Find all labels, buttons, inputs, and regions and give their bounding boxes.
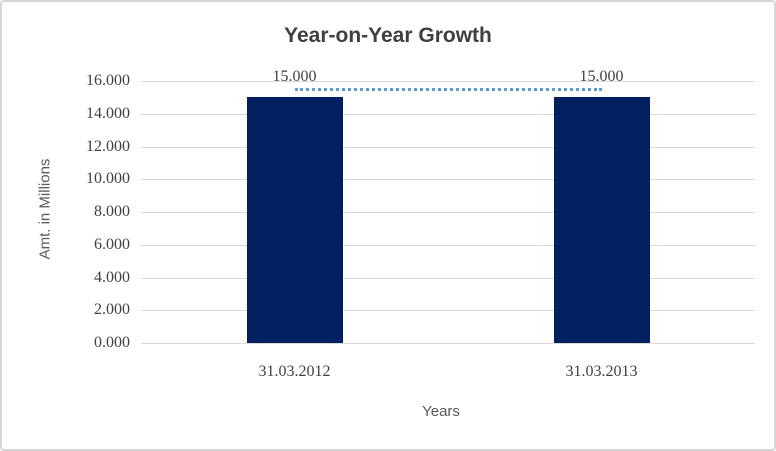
gridline xyxy=(141,212,755,213)
y-tick-label: 16.000 xyxy=(86,72,130,89)
bar-value-label: 15.000 xyxy=(272,68,317,86)
bar xyxy=(553,97,650,343)
x-tick-label: 31.03.2013 xyxy=(565,363,638,380)
bar xyxy=(246,97,343,343)
y-tick-label: 10.000 xyxy=(86,170,130,188)
gridline xyxy=(141,146,755,148)
gridline xyxy=(141,343,755,344)
y-tick-label: 14.000 xyxy=(86,104,130,122)
gridline xyxy=(141,81,755,82)
y-tick-label: 0.000 xyxy=(94,334,130,351)
y-tick-label: 6.000 xyxy=(94,235,130,253)
y-tick-label: 12.000 xyxy=(86,137,130,155)
y-tick-label: 8.000 xyxy=(94,203,130,220)
gridline xyxy=(141,277,755,279)
gridline xyxy=(141,244,755,246)
chart-title: Year-on-Year Growth xyxy=(284,24,492,47)
gridline xyxy=(141,113,755,115)
x-axis-title: Years xyxy=(422,403,460,420)
y-tick-label: 2.000 xyxy=(94,301,130,319)
y-tick-label: 4.000 xyxy=(94,268,130,286)
gridline xyxy=(141,179,755,181)
x-tick-label: 31.03.2012 xyxy=(258,363,331,380)
bar-value-label: 15.000 xyxy=(579,68,624,86)
gridline xyxy=(141,310,755,312)
trend-line xyxy=(294,88,602,92)
